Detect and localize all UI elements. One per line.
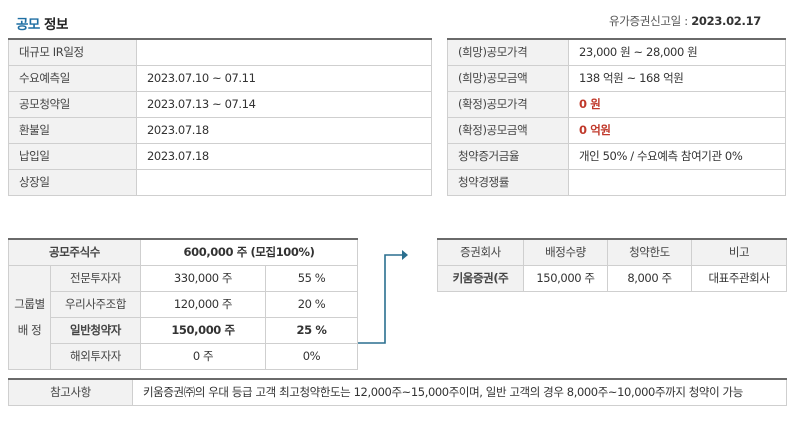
broker-table: 증권회사 배정수량 청약한도 비고 키움증권(주 150,000 주 8,000…: [437, 238, 787, 292]
schedule-value: 2023.07.18: [136, 116, 432, 144]
schedule-label: 공모청약일: [8, 90, 137, 118]
table-row: 수요예측일 2023.07.10 ~ 07.11: [8, 64, 432, 92]
broker-header-allocation: 배정수량: [523, 238, 608, 266]
group-label-line2: 배 정: [17, 323, 42, 337]
price-label: (희망)공모가격: [447, 38, 569, 66]
schedule-value: 2023.07.18: [136, 142, 432, 170]
investor-type: 우리사주조합: [50, 290, 141, 318]
allocated-percent: 0%: [265, 342, 358, 370]
table-row: 대규모 IR일정: [8, 38, 432, 66]
table-row: (희망)공모금액 138 억원 ~ 168 억원: [447, 64, 786, 92]
broker-limit: 8,000 주: [607, 264, 692, 292]
schedule-value: [136, 168, 432, 196]
price-label: (희망)공모금액: [447, 64, 569, 92]
table-row: (확정)공모가격 0 원: [447, 90, 786, 118]
table-row: 청약경쟁률: [447, 168, 786, 196]
broker-header-company: 증권회사: [437, 238, 524, 266]
connector-arrow-icon: [358, 250, 408, 344]
filing-date-value: 2023.02.17: [691, 14, 761, 28]
broker-header-limit: 청약한도: [607, 238, 692, 266]
price-label: (확정)공모가격: [447, 90, 569, 118]
price-table: (희망)공모가격 23,000 원 ~ 28,000 원 (희망)공모금액 138 …: [447, 38, 786, 196]
allocated-percent: 20 %: [265, 290, 358, 318]
price-value: 23,000 원 ~ 28,000 원: [568, 38, 786, 66]
allocated-shares: 0 주: [140, 342, 266, 370]
table-row: (확정)공모금액 0 억원: [447, 116, 786, 144]
schedule-label: 상장일: [8, 168, 137, 196]
broker-note: 대표주관회사: [691, 264, 787, 292]
page-title-accent: 공모: [16, 17, 40, 33]
schedule-label: 납입일: [8, 142, 137, 170]
table-row: 증권회사 배정수량 청약한도 비고: [437, 238, 787, 266]
price-label: 청약경쟁률: [447, 168, 569, 196]
investor-type: 해외투자자: [50, 342, 141, 370]
table-row: 일반청약자 150,000 주 25 %: [9, 316, 358, 344]
broker-header-note: 비고: [691, 238, 787, 266]
page-title-rest: 정보: [39, 17, 68, 33]
schedule-value: 2023.07.13 ~ 07.14: [136, 90, 432, 118]
allocated-shares: 150,000 주: [140, 316, 266, 344]
table-row: 상장일: [8, 168, 432, 196]
broker-company: 키움증권(주: [437, 264, 524, 292]
filing-date-label: 유가증권신고일 :: [608, 14, 692, 28]
confirmed-price-value: 0 원: [568, 90, 786, 118]
investor-type: 일반청약자: [50, 316, 141, 344]
price-value: 138 억원 ~ 168 억원: [568, 64, 786, 92]
table-row: 우리사주조합 120,000 주 20 %: [9, 290, 358, 318]
broker-allocation: 150,000 주: [523, 264, 608, 292]
note-text: 키움증권㈜의 우대 등급 고객 최고청약한도는 12,000주~15,000주이…: [132, 378, 787, 406]
allocated-percent: 25 %: [265, 316, 358, 344]
note-table: 참고사항 키움증권㈜의 우대 등급 고객 최고청약한도는 12,000주~15,…: [8, 378, 787, 406]
table-row: 해외투자자 0 주 0%: [9, 342, 358, 370]
filing-date: 유가증권신고일 : 2023.02.17: [609, 13, 761, 29]
table-row: 키움증권(주 150,000 주 8,000 주 대표주관회사: [437, 264, 787, 292]
table-row: 환불일 2023.07.18: [8, 116, 432, 144]
allocated-shares: 120,000 주: [140, 290, 266, 318]
note-label: 참고사항: [8, 378, 133, 406]
allocated-percent: 55 %: [265, 264, 358, 292]
table-row: (희망)공모가격 23,000 원 ~ 28,000 원: [447, 38, 786, 66]
table-row: 참고사항 키움증권㈜의 우대 등급 고객 최고청약한도는 12,000주~15,…: [8, 378, 787, 406]
price-value: 개인 50% / 수요예측 참여기관 0%: [568, 142, 786, 170]
schedule-label: 수요예측일: [8, 64, 137, 92]
group-label-line1: 그룹별: [14, 297, 45, 311]
schedule-value: [136, 38, 432, 66]
price-value: [568, 168, 786, 196]
price-label: 청약증거금율: [447, 142, 569, 170]
table-row: 공모주식수 600,000 주 (모집100%): [8, 238, 358, 266]
page-title: 공모 정보: [16, 13, 68, 33]
total-shares-label: 공모주식수: [8, 238, 141, 266]
confirmed-amount-value: 0 억원: [568, 116, 786, 144]
investor-type: 전문투자자: [50, 264, 141, 292]
allocated-shares: 330,000 주: [140, 264, 266, 292]
table-row: 공모청약일 2023.07.13 ~ 07.14: [8, 90, 432, 118]
total-shares-value: 600,000 주 (모집100%): [140, 238, 358, 266]
schedule-value: 2023.07.10 ~ 07.11: [136, 64, 432, 92]
table-row: 납입일 2023.07.18: [8, 142, 432, 170]
schedule-label: 환불일: [8, 116, 137, 144]
price-label: (확정)공모금액: [447, 116, 569, 144]
schedule-table: 대규모 IR일정 수요예측일 2023.07.10 ~ 07.11 공모청약일 20…: [8, 38, 432, 196]
table-row: 청약증거금율 개인 50% / 수요예측 참여기관 0%: [447, 142, 786, 170]
schedule-label: 대규모 IR일정: [8, 38, 137, 66]
